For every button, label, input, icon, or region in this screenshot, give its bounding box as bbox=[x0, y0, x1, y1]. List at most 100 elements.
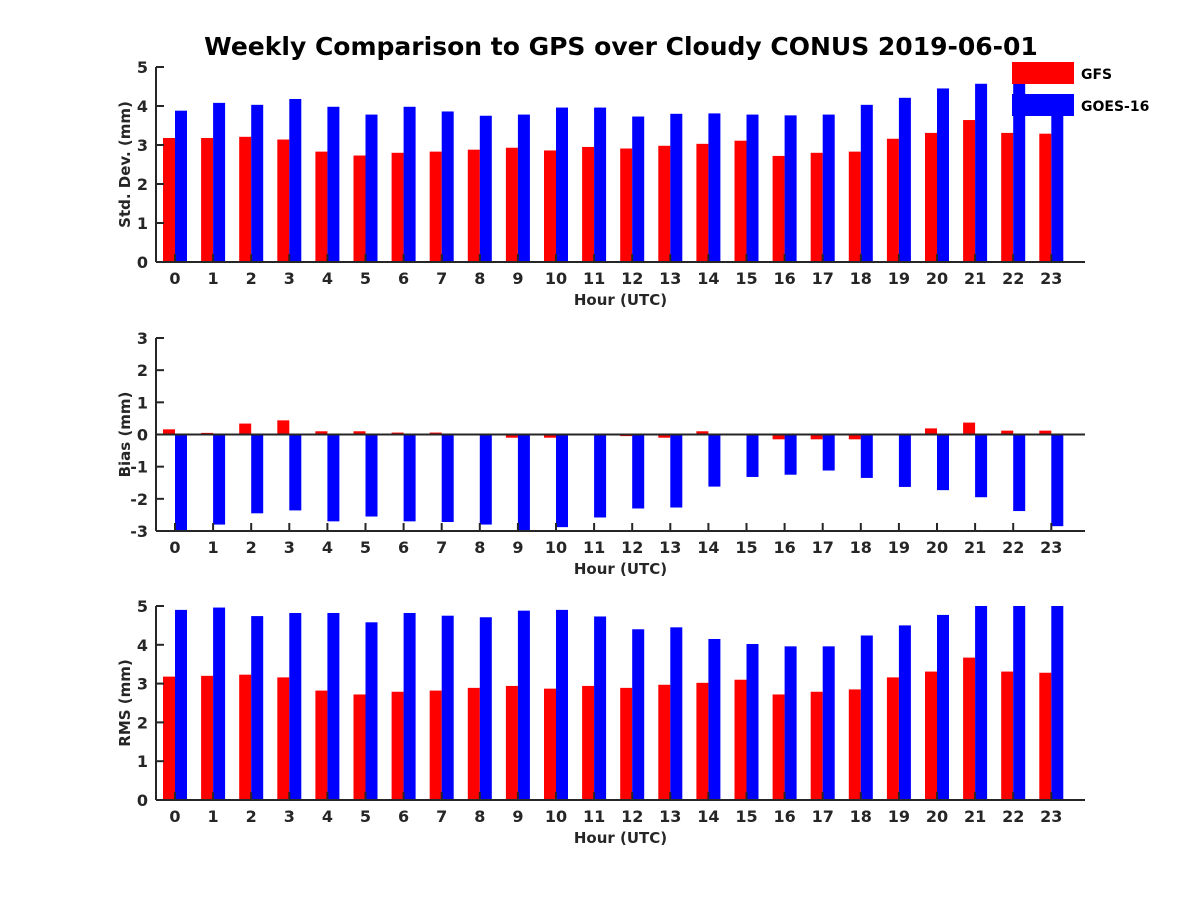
gfs-bar-3 bbox=[277, 420, 290, 435]
goes16-bar-12 bbox=[632, 629, 645, 800]
goes16-bar-23 bbox=[1051, 434, 1064, 527]
y-axis-label: Bias (mm) bbox=[116, 392, 134, 478]
gfs-bar-5 bbox=[353, 694, 366, 800]
goes16-bar-11 bbox=[594, 616, 607, 800]
gfs-bar-6 bbox=[391, 691, 404, 800]
x-tick-label: 7 bbox=[436, 807, 447, 826]
gfs-bar-22 bbox=[1001, 132, 1014, 262]
gfs-bar-15 bbox=[734, 679, 747, 800]
goes16-bar-10 bbox=[556, 434, 568, 528]
y-tick-label: 2 bbox=[137, 713, 148, 732]
x-tick-label: 15 bbox=[735, 538, 757, 557]
y-tick-label: 4 bbox=[137, 97, 148, 116]
goes16-bar-20 bbox=[937, 614, 949, 800]
gfs-bar-21 bbox=[963, 120, 976, 262]
goes16-bar-15 bbox=[746, 644, 759, 800]
goes16-bar-19 bbox=[898, 625, 911, 800]
goes16-bar-12 bbox=[632, 434, 645, 509]
goes16-bar-0 bbox=[175, 434, 187, 531]
y-tick-label: 5 bbox=[137, 58, 148, 77]
x-tick-label: 0 bbox=[169, 269, 180, 288]
gfs-bar-22 bbox=[1001, 671, 1014, 800]
gfs-bar-13 bbox=[658, 684, 671, 800]
goes16-bar-3 bbox=[289, 98, 302, 262]
goes16-bar-22 bbox=[1013, 606, 1026, 800]
gfs-bar-13 bbox=[658, 145, 671, 262]
goes16-bar-11 bbox=[594, 107, 607, 262]
x-tick-label: 11 bbox=[583, 538, 605, 557]
x-tick-label: 17 bbox=[812, 807, 834, 826]
goes16-bar-6 bbox=[403, 434, 416, 522]
y-tick-label: 2 bbox=[137, 361, 148, 380]
x-tick-label: 8 bbox=[474, 269, 485, 288]
goes16-bar-22 bbox=[1013, 434, 1026, 512]
goes16-bar-21 bbox=[975, 434, 988, 498]
x-tick-label: 22 bbox=[1002, 538, 1024, 557]
x-tick-label: 19 bbox=[888, 538, 910, 557]
gfs-bar-10 bbox=[544, 150, 556, 262]
gfs-bar-23 bbox=[1039, 430, 1052, 435]
goes16-bar-1 bbox=[213, 434, 226, 525]
goes16-bar-12 bbox=[632, 116, 645, 262]
gfs-bar-5 bbox=[353, 155, 366, 262]
gfs-bar-3 bbox=[277, 677, 290, 800]
x-tick-label: 23 bbox=[1040, 807, 1062, 826]
y-tick-label: -3 bbox=[130, 522, 148, 541]
gfs-bar-7 bbox=[429, 690, 442, 800]
goes16-bar-3 bbox=[289, 434, 302, 511]
gfs-bar-10 bbox=[544, 688, 556, 800]
x-tick-label: 23 bbox=[1040, 538, 1062, 557]
goes16-bar-4 bbox=[327, 612, 340, 800]
x-tick-label: 12 bbox=[621, 269, 643, 288]
gfs-bar-3 bbox=[277, 139, 290, 262]
goes16-bar-6 bbox=[403, 612, 416, 800]
gfs-bar-22 bbox=[1001, 430, 1014, 435]
goes16-bar-8 bbox=[479, 617, 492, 800]
legend-swatch-goes-16 bbox=[1012, 94, 1074, 116]
x-tick-label: 20 bbox=[926, 538, 948, 557]
gfs-bar-20 bbox=[925, 132, 937, 262]
goes16-bar-7 bbox=[441, 615, 454, 800]
goes16-bar-0 bbox=[175, 110, 187, 263]
gfs-bar-2 bbox=[239, 136, 252, 262]
x-tick-label: 2 bbox=[246, 538, 257, 557]
y-tick-label: 0 bbox=[137, 253, 148, 272]
gfs-bar-10 bbox=[544, 434, 556, 438]
gfs-bar-0 bbox=[163, 137, 175, 262]
gfs-bar-17 bbox=[810, 691, 823, 800]
goes16-bar-17 bbox=[822, 434, 835, 471]
gfs-bar-20 bbox=[925, 428, 937, 435]
goes16-bar-9 bbox=[517, 114, 530, 262]
gfs-bar-9 bbox=[505, 434, 518, 438]
goes16-bar-2 bbox=[251, 104, 264, 262]
gfs-bar-15 bbox=[734, 140, 747, 262]
goes16-bar-2 bbox=[251, 616, 264, 800]
goes16-bar-16 bbox=[784, 115, 797, 262]
y-tick-label: 2 bbox=[137, 175, 148, 194]
gfs-bar-18 bbox=[848, 151, 861, 262]
x-tick-label: 21 bbox=[964, 269, 986, 288]
x-tick-label: 21 bbox=[964, 807, 986, 826]
gfs-bar-20 bbox=[925, 671, 937, 800]
x-tick-label: 1 bbox=[208, 269, 219, 288]
goes16-bar-20 bbox=[937, 434, 949, 491]
x-tick-label: 13 bbox=[659, 807, 681, 826]
x-tick-label: 20 bbox=[926, 807, 948, 826]
x-tick-label: 12 bbox=[621, 807, 643, 826]
x-tick-label: 8 bbox=[474, 538, 485, 557]
x-tick-label: 22 bbox=[1002, 269, 1024, 288]
goes16-bar-0 bbox=[175, 609, 187, 800]
x-tick-label: 2 bbox=[246, 269, 257, 288]
x-tick-label: 15 bbox=[735, 269, 757, 288]
x-tick-label: 18 bbox=[850, 269, 872, 288]
x-tick-label: 18 bbox=[850, 538, 872, 557]
x-tick-label: 2 bbox=[246, 807, 257, 826]
goes16-bar-9 bbox=[517, 610, 530, 800]
goes16-bar-16 bbox=[784, 434, 797, 475]
y-tick-label: 3 bbox=[137, 329, 148, 348]
x-tick-label: 19 bbox=[888, 807, 910, 826]
x-axis-label: Hour (UTC) bbox=[574, 291, 667, 309]
goes16-bar-14 bbox=[708, 113, 721, 262]
